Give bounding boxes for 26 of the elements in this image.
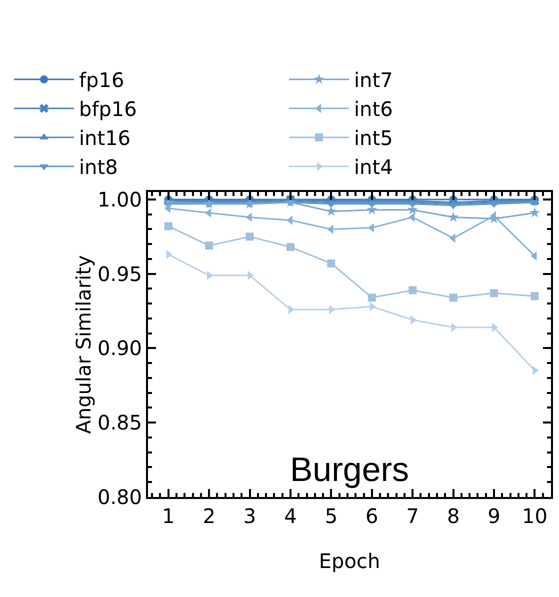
x-tick-label: 4 <box>284 504 297 528</box>
x-tick-label: 10 <box>522 504 548 528</box>
x-tick-label: 9 <box>488 504 500 528</box>
legend-label: int4 <box>354 155 393 180</box>
y-tick-label: 0.85 <box>97 410 142 435</box>
x-tick-label: 5 <box>324 504 338 528</box>
y-tick-label: 1.00 <box>97 187 142 212</box>
legend-label: bfp16 <box>79 97 137 122</box>
y-tick-label: 0.90 <box>97 336 142 360</box>
annotation: Burgers <box>290 451 410 489</box>
x-tick-label: 1 <box>162 504 175 528</box>
legend-label: fp16 <box>79 68 124 92</box>
legend-label: int7 <box>354 68 393 92</box>
legend-label: int5 <box>354 126 393 150</box>
y-axis-title: Angular Similarity <box>71 255 96 434</box>
x-tick-label: 7 <box>406 504 419 528</box>
y-tick-label: 0.95 <box>97 262 142 286</box>
legend-label: int8 <box>79 155 118 180</box>
legend-label: int6 <box>354 97 393 122</box>
y-tick-label: 0.80 <box>97 485 142 509</box>
x-tick-label: 2 <box>202 504 216 528</box>
x-tick-label: 6 <box>366 504 378 528</box>
x-axis-title: Epoch <box>318 549 380 573</box>
legend-label: int16 <box>79 126 131 150</box>
x-tick-label: 3 <box>243 504 256 528</box>
x-tick-label: 8 <box>446 504 460 528</box>
